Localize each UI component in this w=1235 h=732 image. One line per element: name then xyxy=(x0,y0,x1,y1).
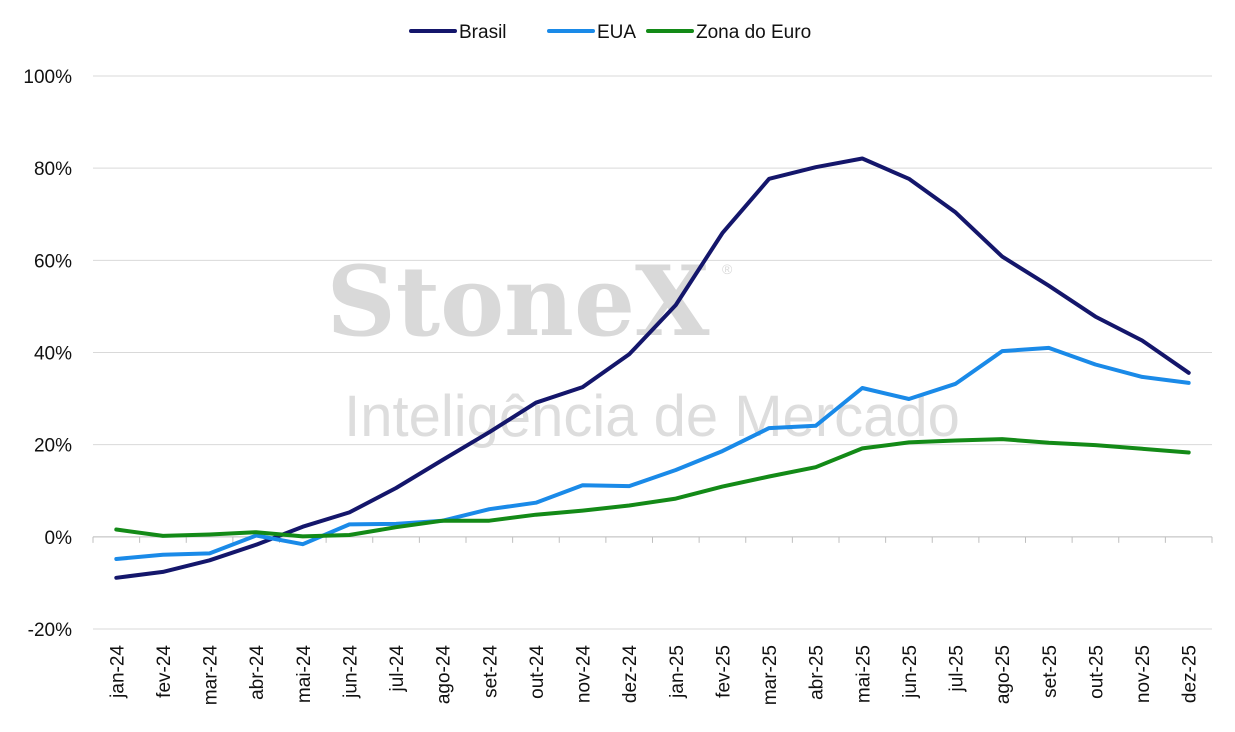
x-tick-label: out-24 xyxy=(527,645,548,699)
x-tick-label: mar-25 xyxy=(760,645,781,705)
legend-item-zona-do-euro: Zona do Euro xyxy=(646,22,811,43)
x-tick-label: abr-24 xyxy=(247,645,268,700)
legend-label: Brasil xyxy=(459,22,507,43)
gridlines xyxy=(93,75,1212,630)
y-tick-label: 60% xyxy=(34,251,72,272)
x-tick-label: jul-25 xyxy=(947,645,968,692)
x-tick-label: mai-24 xyxy=(294,645,315,704)
series-lines xyxy=(114,156,1191,580)
x-tick-label: fev-25 xyxy=(713,645,734,698)
x-tick-label: set-24 xyxy=(480,645,501,698)
watermark-registered-mark: ® xyxy=(722,261,733,277)
series-line-brasil xyxy=(114,156,1191,580)
watermark: StoneX ® Inteligência de Mercado xyxy=(326,245,959,449)
x-tick-label: dez-24 xyxy=(620,645,641,704)
series-line-zona-do-euro xyxy=(114,437,1191,539)
legend-label: Zona do Euro xyxy=(696,22,811,43)
x-tick-label: dez-25 xyxy=(1180,645,1201,703)
x-tick-label: abr-25 xyxy=(807,645,828,700)
y-tick-label: 20% xyxy=(34,436,72,457)
y-tick-label: 40% xyxy=(34,344,72,365)
watermark-tagline: Inteligência de Mercado xyxy=(344,384,960,449)
x-tick-label: jan-25 xyxy=(667,645,688,699)
y-tick-label: 100% xyxy=(23,67,72,88)
watermark-brand: StoneX xyxy=(326,245,710,358)
series-line-eua xyxy=(114,345,1191,561)
x-tick-label: nov-24 xyxy=(574,645,595,704)
x-tick-label: jun-24 xyxy=(340,645,361,699)
x-tick-label: ago-24 xyxy=(434,645,455,705)
x-tick-label: ago-25 xyxy=(993,645,1014,704)
legend-item-eua: EUA xyxy=(547,22,636,43)
x-tick-label: fev-24 xyxy=(154,645,175,698)
x-tick-label: jan-24 xyxy=(107,645,128,699)
x-tick-label: jul-24 xyxy=(387,645,408,693)
x-tick-label: jun-25 xyxy=(900,645,921,699)
y-tick-label: -20% xyxy=(28,620,72,641)
x-tick-label: mai-25 xyxy=(853,645,874,703)
x-tick-label: nov-25 xyxy=(1133,645,1154,703)
y-axis: 100% 80% 60% 40% 20% 0% -20% xyxy=(23,67,72,641)
y-tick-label: 80% xyxy=(34,159,72,180)
legend: Brasil EUA Zona do Euro xyxy=(409,22,811,43)
x-tick-label: set-25 xyxy=(1040,645,1061,698)
y-tick-label: 0% xyxy=(45,528,73,549)
legend-item-brasil: Brasil xyxy=(409,22,507,43)
legend-label: EUA xyxy=(597,22,636,43)
x-tick-label: mar-24 xyxy=(201,645,222,706)
x-tick-label: out-25 xyxy=(1086,645,1107,699)
x-axis: jan-24 fev-24 mar-24 abr-24 mai-24 jun-24 jul-… xyxy=(92,536,1213,706)
